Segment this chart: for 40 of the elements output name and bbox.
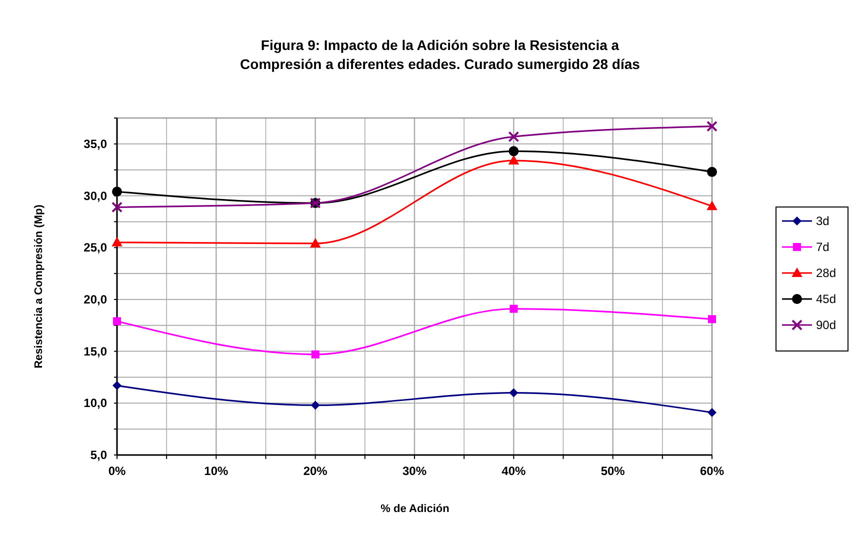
point [310, 238, 320, 248]
point [112, 381, 122, 390]
x-tick-label: 40% [502, 464, 526, 478]
point [508, 146, 519, 156]
point [508, 156, 519, 165]
point [708, 315, 716, 324]
y-axis-title: Resistencia a Compresión (Mp) [33, 204, 45, 368]
point [708, 408, 716, 417]
x-tick-label: 50% [600, 464, 626, 478]
point [707, 166, 717, 177]
point [310, 400, 320, 410]
point [508, 131, 520, 142]
x-tick-label: 20% [303, 464, 328, 478]
y-tick-label: 30,0 [84, 188, 108, 203]
chart-title: Figura 9: Impacto de la Adición sobre la Resistencia a Compresión a diferentes edades. Curado sumergido 28 días [240, 37, 640, 72]
point [509, 388, 518, 398]
legend-label: 7d [816, 240, 830, 254]
y-tick-label: 25,0 [84, 240, 108, 255]
point [707, 201, 717, 210]
point [706, 120, 718, 132]
legend-label: 28d [816, 266, 836, 280]
x-tick-label: 0% [108, 464, 126, 478]
y-tick-label: 5,0 [90, 448, 108, 462]
y-tick-label: 35,0 [84, 136, 108, 151]
point [510, 304, 518, 313]
point [311, 350, 320, 358]
legend-label: 3d [816, 214, 830, 228]
point [112, 202, 122, 213]
point [113, 317, 121, 326]
point [112, 237, 122, 246]
x-tick-label: 10% [204, 464, 228, 478]
x-axis-title: % de Adición [380, 503, 450, 515]
legend-label: 90d [816, 318, 836, 332]
y-tick-label: 15,0 [84, 344, 108, 358]
y-tick-label: 20,0 [84, 292, 108, 306]
y-tick-label: 10,0 [84, 396, 108, 410]
point [112, 186, 122, 197]
legend-label: 45d [816, 292, 836, 306]
x-tick-label: 60% [700, 464, 724, 478]
x-tick-label: 30% [402, 464, 427, 478]
